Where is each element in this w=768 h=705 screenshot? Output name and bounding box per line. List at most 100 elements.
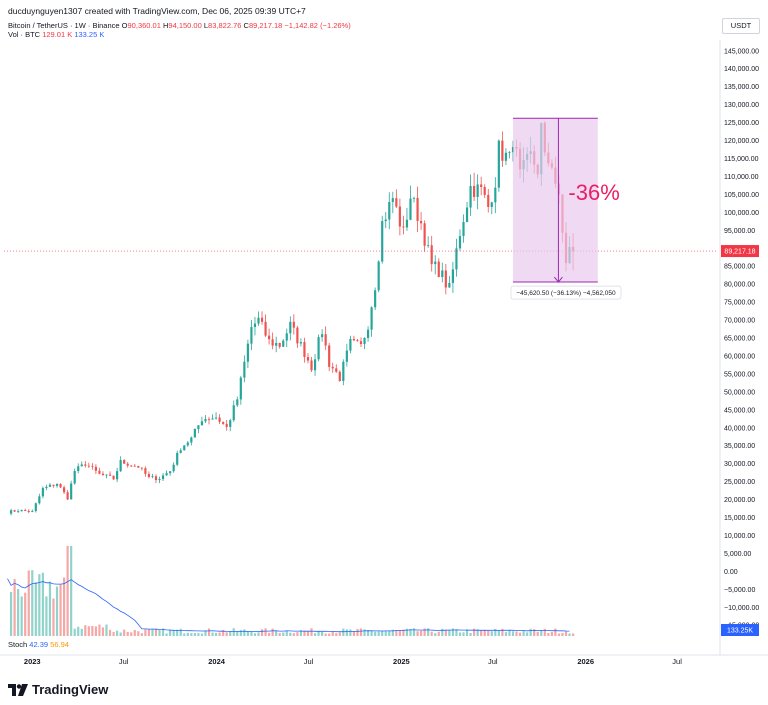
- currency-button[interactable]: USDT: [722, 18, 760, 34]
- symbol-title: Bitcoin / TetherUS · 1W · Binance: [8, 21, 120, 30]
- candle: [412, 197, 416, 199]
- candle: [38, 496, 41, 504]
- volume-bar: [352, 631, 356, 636]
- candle: [483, 186, 486, 195]
- volume-bar: [533, 629, 536, 636]
- volume-bar: [342, 628, 345, 636]
- candle: [214, 417, 218, 419]
- candle: [395, 198, 398, 207]
- candle: [84, 464, 87, 466]
- volume-bar: [480, 630, 483, 636]
- candle: [434, 261, 437, 265]
- volume-bar: [448, 629, 451, 636]
- y-tick-label: 140,000.00: [724, 66, 759, 73]
- y-tick-label: 20,000.00: [724, 497, 755, 504]
- change-value: −1,142.82 (−1.26%): [284, 21, 351, 30]
- volume-bar: [193, 633, 196, 636]
- volume-bar: [299, 630, 303, 636]
- y-tick-label: 130,000.00: [724, 102, 759, 109]
- volume-bar: [568, 633, 571, 636]
- candle: [476, 184, 479, 197]
- volume-bar: [381, 630, 384, 636]
- volume-bar: [285, 630, 288, 636]
- open-label: O: [121, 21, 128, 30]
- candle: [275, 342, 278, 346]
- volume-bar: [105, 624, 108, 636]
- volume-bar: [41, 572, 44, 636]
- volume-bar: [278, 632, 281, 636]
- volume-bar: [511, 631, 515, 636]
- volume-bar: [377, 631, 380, 636]
- x-tick-label: 2023: [24, 657, 41, 666]
- volume-bar: [419, 630, 423, 636]
- y-tick-label: 110,000.00: [724, 174, 759, 181]
- volume-bar: [310, 628, 313, 636]
- volume-bar: [260, 629, 264, 636]
- candle: [260, 317, 264, 322]
- volume-bar: [13, 579, 16, 636]
- candle: [321, 334, 324, 338]
- volume-bar: [501, 628, 504, 636]
- candle: [222, 421, 225, 424]
- volume-bar: [211, 632, 214, 636]
- candle: [349, 338, 352, 351]
- tradingview-logo[interactable]: TradingView: [8, 682, 108, 697]
- volume-bar: [374, 631, 377, 636]
- candle: [73, 471, 76, 484]
- volume-bar: [34, 582, 37, 636]
- stoch-name: Stoch: [8, 640, 28, 649]
- volume-bar: [133, 630, 136, 636]
- candle: [391, 198, 394, 202]
- candle: [356, 340, 359, 342]
- volume-bar: [522, 630, 525, 636]
- x-tick-label: Jul: [488, 657, 498, 666]
- candle: [229, 420, 232, 427]
- volume-bar: [306, 631, 310, 636]
- y-tick-label: 55,000.00: [724, 371, 755, 378]
- volume-bar: [349, 629, 352, 636]
- candle: [299, 342, 303, 344]
- volume-bar: [317, 631, 320, 636]
- candle: [154, 476, 158, 481]
- candle: [409, 198, 412, 220]
- volume-bar: [490, 631, 493, 636]
- candle: [345, 350, 348, 362]
- candle: [444, 270, 447, 288]
- candle: [179, 450, 182, 453]
- volume-bar: [119, 632, 122, 636]
- close-value: 89,217.18: [248, 21, 283, 30]
- volume-bar: [91, 625, 94, 636]
- volume-badge: 133.25K: [727, 628, 753, 635]
- volume-bar: [370, 630, 373, 636]
- candle: [363, 337, 366, 345]
- close-label: C: [243, 21, 249, 30]
- volume-bar: [465, 629, 469, 636]
- volume-bar: [550, 631, 553, 636]
- volume-ma-line: [7, 578, 570, 633]
- low-value: 83,822.76: [208, 21, 242, 30]
- y-tick-label: 25,000.00: [724, 479, 755, 486]
- volume-bar: [204, 630, 207, 636]
- y-tick-label: 100,000.00: [724, 210, 759, 217]
- volume-bar: [20, 596, 23, 636]
- volume-bar: [437, 631, 440, 636]
- volume-bar: [335, 633, 338, 636]
- candle: [469, 185, 472, 208]
- candle: [34, 503, 37, 512]
- candle: [236, 399, 239, 406]
- volume-bar: [197, 633, 200, 636]
- volume-ma-value: 133.25 K: [74, 30, 105, 39]
- candle: [186, 442, 189, 446]
- candle: [250, 327, 253, 344]
- candle: [161, 475, 165, 480]
- volume-bar: [250, 631, 253, 636]
- candle: [416, 197, 419, 221]
- candle: [94, 466, 97, 471]
- volume-bar: [62, 577, 66, 636]
- volume-bar: [571, 633, 575, 636]
- candle: [108, 474, 112, 476]
- y-tick-label: 30,000.00: [724, 461, 755, 468]
- candle: [494, 187, 497, 203]
